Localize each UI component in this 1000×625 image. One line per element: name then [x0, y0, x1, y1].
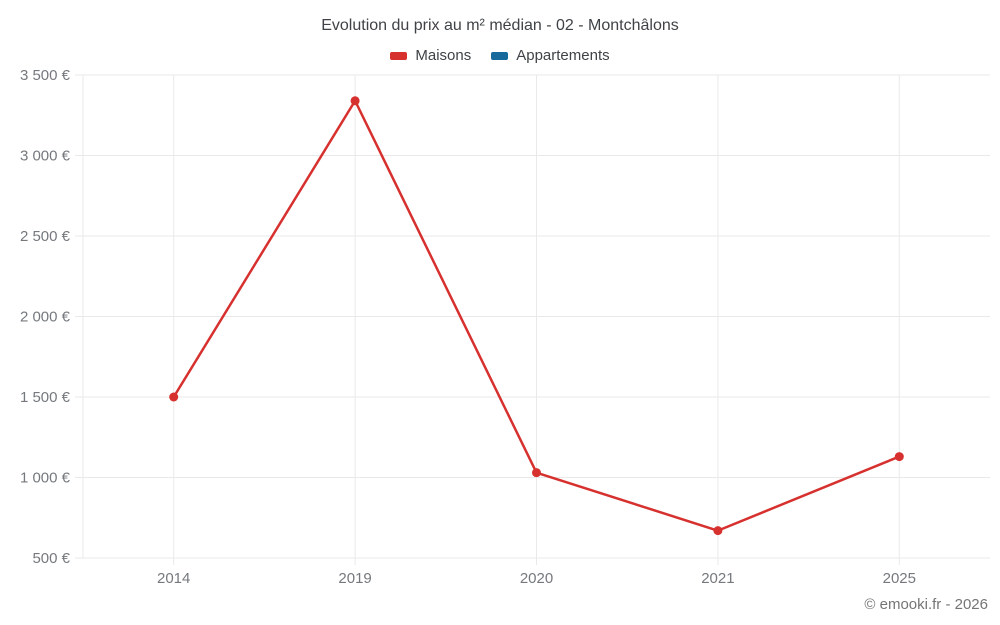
data-point[interactable]	[532, 468, 541, 478]
y-axis-tick-label: 500 €	[32, 550, 70, 567]
copyright-label: © emooki.fr - 2026	[864, 596, 988, 613]
x-axis-tick-label: 2025	[883, 570, 916, 587]
appartements-series-swatch-icon	[491, 51, 509, 60]
chart-title: Evolution du prix au m² médian - 02 - Mo…	[321, 17, 679, 34]
data-point[interactable]	[350, 96, 360, 106]
y-axis-tick-label: 3 000 €	[20, 148, 71, 165]
legend-item-maisons[interactable]: Maisons	[390, 47, 471, 64]
x-axis-tick-label: 2020	[520, 570, 553, 587]
y-axis-tick-label: 2 000 €	[20, 309, 71, 326]
y-axis-tick-label: 2 500 €	[20, 228, 71, 245]
y-axis-tick-label: 1 500 €	[20, 389, 71, 406]
y-axis-tick-label: 1 000 €	[20, 470, 71, 487]
x-axis-tick-label: 2021	[701, 570, 734, 587]
x-axis-tick-label: 2014	[157, 570, 190, 587]
legend-label-maisons: Maisons	[415, 47, 472, 64]
chart-legend: Maisons Appartements	[0, 47, 1000, 64]
y-axis-tick-label: 3 500 €	[20, 67, 71, 84]
legend-item-appartements[interactable]: Appartements	[491, 47, 610, 64]
legend-label-appartements: Appartements	[516, 47, 610, 64]
data-point[interactable]	[713, 526, 723, 536]
data-point[interactable]	[894, 452, 904, 462]
x-axis-tick-label: 2019	[338, 570, 371, 587]
maisons-series-swatch-icon	[390, 51, 408, 60]
data-point[interactable]	[169, 392, 179, 402]
